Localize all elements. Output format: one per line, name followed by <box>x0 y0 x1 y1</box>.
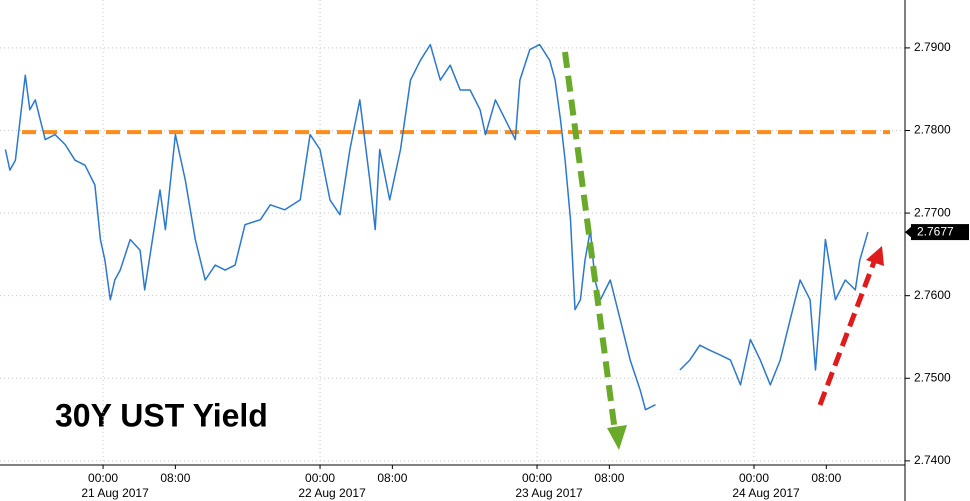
x-tick-label: 08:00 <box>811 471 841 485</box>
green-arrow <box>562 51 627 450</box>
last-value-box <box>911 224 969 241</box>
red-arrow <box>817 246 884 406</box>
x-tick-label: 08:00 <box>160 471 190 485</box>
x-tick-label: 00:00 <box>88 471 118 485</box>
y-tick-label: 2.7700 <box>914 205 951 219</box>
chart-title: 30Y UST Yield <box>55 397 268 433</box>
x-tick-label: 00:00 <box>522 471 552 485</box>
x-tick-label: 00:00 <box>739 471 769 485</box>
y-tick-label: 2.7400 <box>914 453 951 467</box>
y-tick-label: 2.7500 <box>914 370 951 384</box>
arrow-head <box>866 246 884 266</box>
y-tick-label: 2.7600 <box>914 288 951 302</box>
series-line <box>4 43 869 411</box>
x-tick-label: 00:00 <box>305 471 335 485</box>
y-tick-label: 2.7900 <box>914 40 951 54</box>
date-label: 22 Aug 2017 <box>298 486 366 500</box>
date-label: 23 Aug 2017 <box>515 486 583 500</box>
date-label: 21 Aug 2017 <box>81 486 149 500</box>
last-value-pointer <box>905 226 912 239</box>
date-label: 24 Aug 2017 <box>732 486 800 500</box>
arrow-head <box>607 425 627 450</box>
arrow-shaft <box>562 51 618 433</box>
arrow-shaft <box>817 261 877 406</box>
last-value-label: 2.7677 <box>917 224 954 238</box>
x-tick-label: 08:00 <box>594 471 624 485</box>
y-tick-label: 2.7800 <box>914 123 951 137</box>
x-tick-label: 08:00 <box>377 471 407 485</box>
